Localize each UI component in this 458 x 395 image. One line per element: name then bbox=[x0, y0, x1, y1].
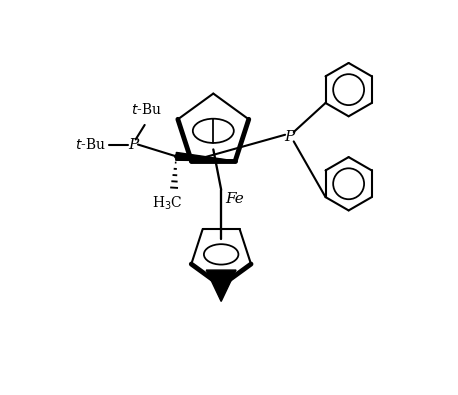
Text: $t$-Bu: $t$-Bu bbox=[131, 102, 162, 117]
Text: Fe: Fe bbox=[225, 192, 244, 207]
Polygon shape bbox=[206, 270, 236, 301]
Text: $t$-Bu: $t$-Bu bbox=[76, 137, 106, 152]
Text: P: P bbox=[285, 130, 295, 144]
Text: P: P bbox=[128, 137, 138, 152]
Polygon shape bbox=[176, 152, 235, 161]
Text: H$_3$C: H$_3$C bbox=[152, 195, 182, 212]
